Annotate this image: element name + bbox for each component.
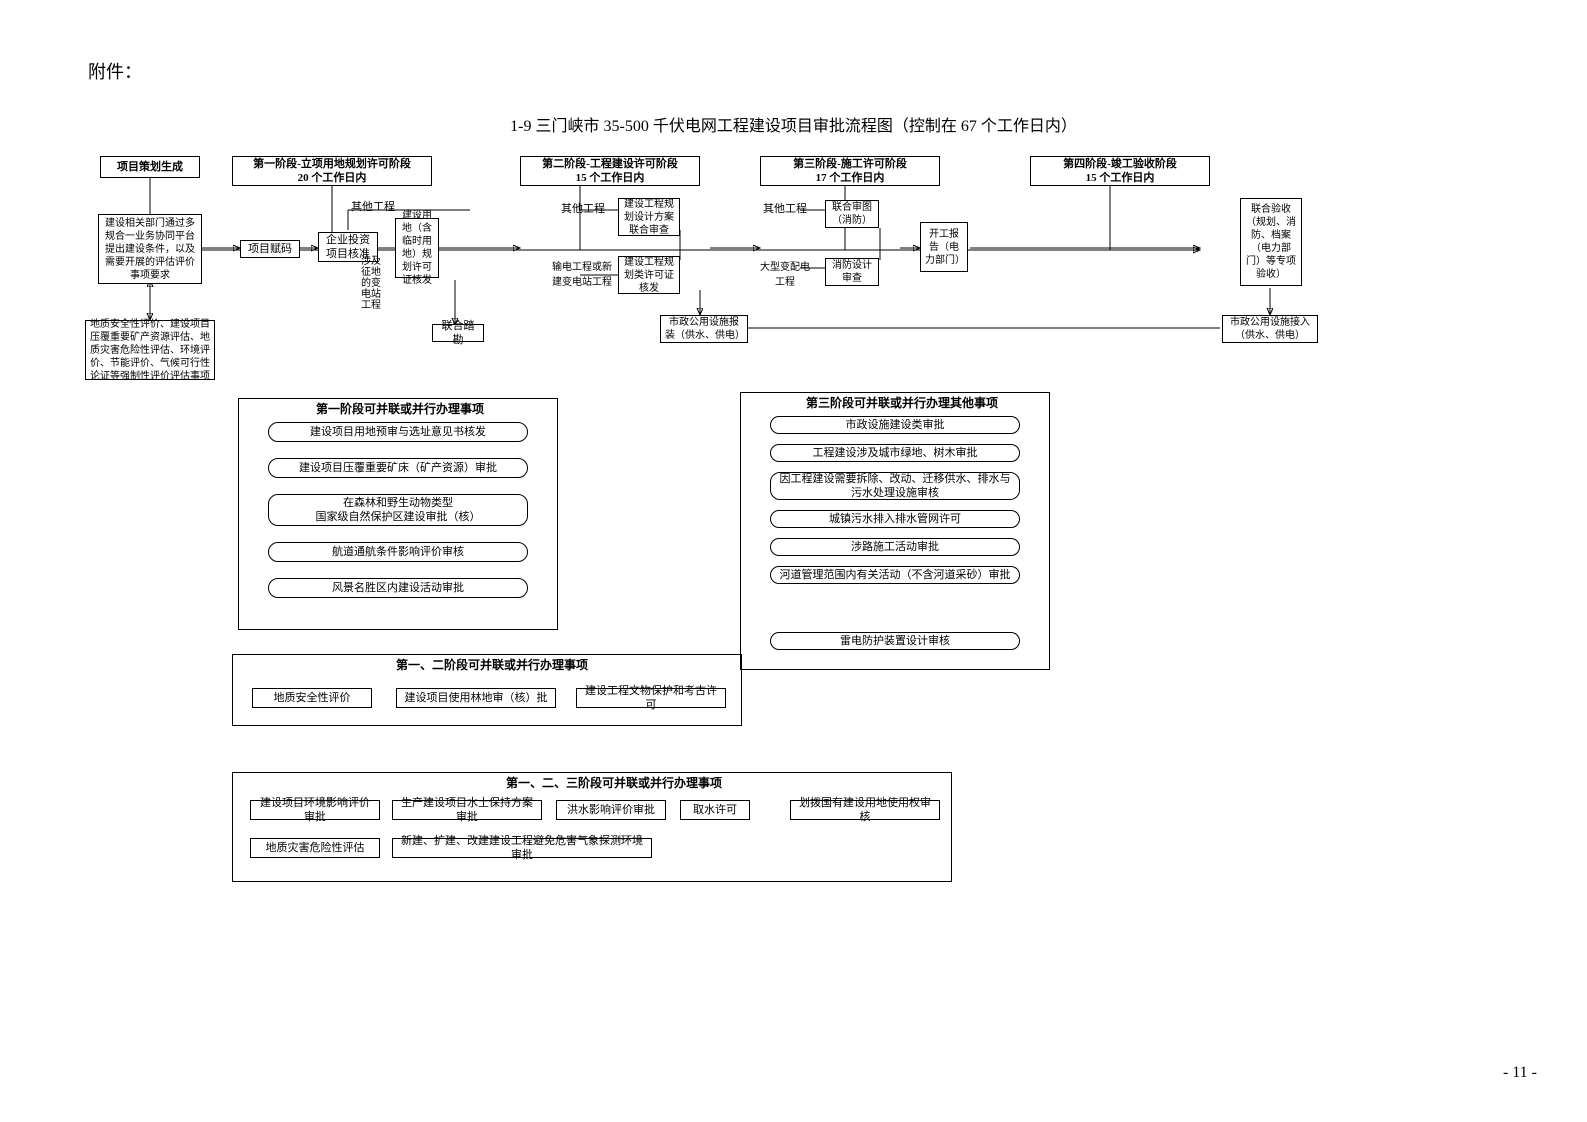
group1-item-3: 航道通航条件影响评价审核 xyxy=(268,542,528,562)
group1-item-4: 风景名胜区内建设活动审批 xyxy=(268,578,528,598)
p1-code: 项目赋码 xyxy=(240,240,300,258)
group12-item-1: 建设项目使用林地审（核）批 xyxy=(396,688,556,708)
group3-item-3: 城镇污水排入排水管网许可 xyxy=(770,510,1020,528)
group123-item-5: 地质灾害危险性评估 xyxy=(250,838,380,858)
p1-landpermit: 建设用地（含临时用地）规划许可证核发 xyxy=(395,218,439,278)
group123-item-2: 洪水影响评价审批 xyxy=(556,800,666,820)
p2-label-other: 其他工程 xyxy=(558,200,608,216)
phase1-header: 第一阶段-立项用地规划许可阶段 20 个工作日内 xyxy=(232,156,432,186)
group123-item-6: 新建、扩建、改建建设工程避免危害气象探测环境审批 xyxy=(392,838,652,858)
group123-item-3: 取水许可 xyxy=(680,800,750,820)
p4-utility-connect: 市政公用设施接入（供水、供电） xyxy=(1222,315,1318,343)
gen-box1: 建设相关部门通过多规合一业务协同平台提出建设条件，以及需要开展的评估评价事项要求 xyxy=(98,214,202,284)
group1-item-2: 在森林和野生动物类型 国家级自然保护区建设审批（核） xyxy=(268,494,528,526)
group123-item-1: 生产建设项目水土保持方案审批 xyxy=(392,800,542,820)
p1-label-substation: 涉及征地的变电站工程 xyxy=(358,256,384,311)
group123-item-4: 划拨国有建设用地使用权审核 xyxy=(790,800,940,820)
p4-jointaccept: 联合验收（规划、消防、档案（电力部门）等专项验收） xyxy=(1240,198,1302,286)
p2-planpermit: 建设工程规划类许可证核发 xyxy=(618,256,680,294)
p2-label-transmission: 输电工程或新建变电站工程 xyxy=(552,258,612,288)
p1-label-other: 其他工程 xyxy=(348,198,398,214)
p3-jointreview: 联合审图（消防） xyxy=(825,200,879,228)
phase2-header: 第二阶段-工程建设许可阶段 15 个工作日内 xyxy=(520,156,700,186)
p3-label-other: 其他工程 xyxy=(760,200,810,216)
group123-title: 第一、二、三阶段可并联或并行办理事项 xyxy=(500,774,728,791)
phase3-header: 第三阶段-施工许可阶段 17 个工作日内 xyxy=(760,156,940,186)
p3-startreport: 开工报告（电力部门） xyxy=(920,222,968,272)
page-number: - 11 - xyxy=(1503,1064,1537,1082)
group3-item-4: 涉路施工活动审批 xyxy=(770,538,1020,556)
group1-item-1: 建设项目压覆重要矿床（矿产资源）审批 xyxy=(268,458,528,478)
group3-item-0: 市政设施建设类审批 xyxy=(770,416,1020,434)
group12-title: 第一、二阶段可并联或并行办理事项 xyxy=(390,656,594,673)
group12-item-2: 建设工程文物保护和考古许可 xyxy=(576,688,726,708)
gen-box2: 地质安全性评价、建设项目压覆重要矿产资源评估、地质灾害危险性评估、环境评价、节能… xyxy=(85,320,215,380)
group3-item-5: 河道管理范围内有关活动（不含河道采砂）审批 xyxy=(770,566,1020,584)
group1-title: 第一阶段可并联或并行办理事项 xyxy=(310,400,490,417)
p2-utility-install: 市政公用设施报装（供水、供电） xyxy=(660,315,748,343)
attachment-label: 附件： xyxy=(88,58,142,84)
phase4-header: 第四阶段-竣工验收阶段 15 个工作日内 xyxy=(1030,156,1210,186)
col0-header: 项目策划生成 xyxy=(100,156,200,178)
group3-item-2: 因工程建设需要拆除、改动、迁移供水、排水与污水处理设施审核 xyxy=(770,472,1020,500)
group3-item-6: 雷电防护装置设计审核 xyxy=(770,632,1020,650)
group1-item-0: 建设项目用地预审与选址意见书核发 xyxy=(268,422,528,442)
p1-kickoff: 联合踏勘 xyxy=(432,324,484,342)
group123-item-0: 建设项目环境影响评价审批 xyxy=(250,800,380,820)
group12-item-0: 地质安全性评价 xyxy=(252,688,372,708)
p2-designreview: 建设工程规划设计方案联合审查 xyxy=(618,198,680,236)
page-title: 1-9 三门峡市 35-500 千伏电网工程建设项目审批流程图（控制在 67 个… xyxy=(0,112,1587,136)
p3-label-large: 大型变配电工程 xyxy=(756,258,814,288)
group3-item-1: 工程建设涉及城市绿地、树木审批 xyxy=(770,444,1020,462)
group3-title: 第三阶段可并联或并行办理其他事项 xyxy=(800,394,1004,411)
p3-firereview: 消防设计审查 xyxy=(825,258,879,286)
